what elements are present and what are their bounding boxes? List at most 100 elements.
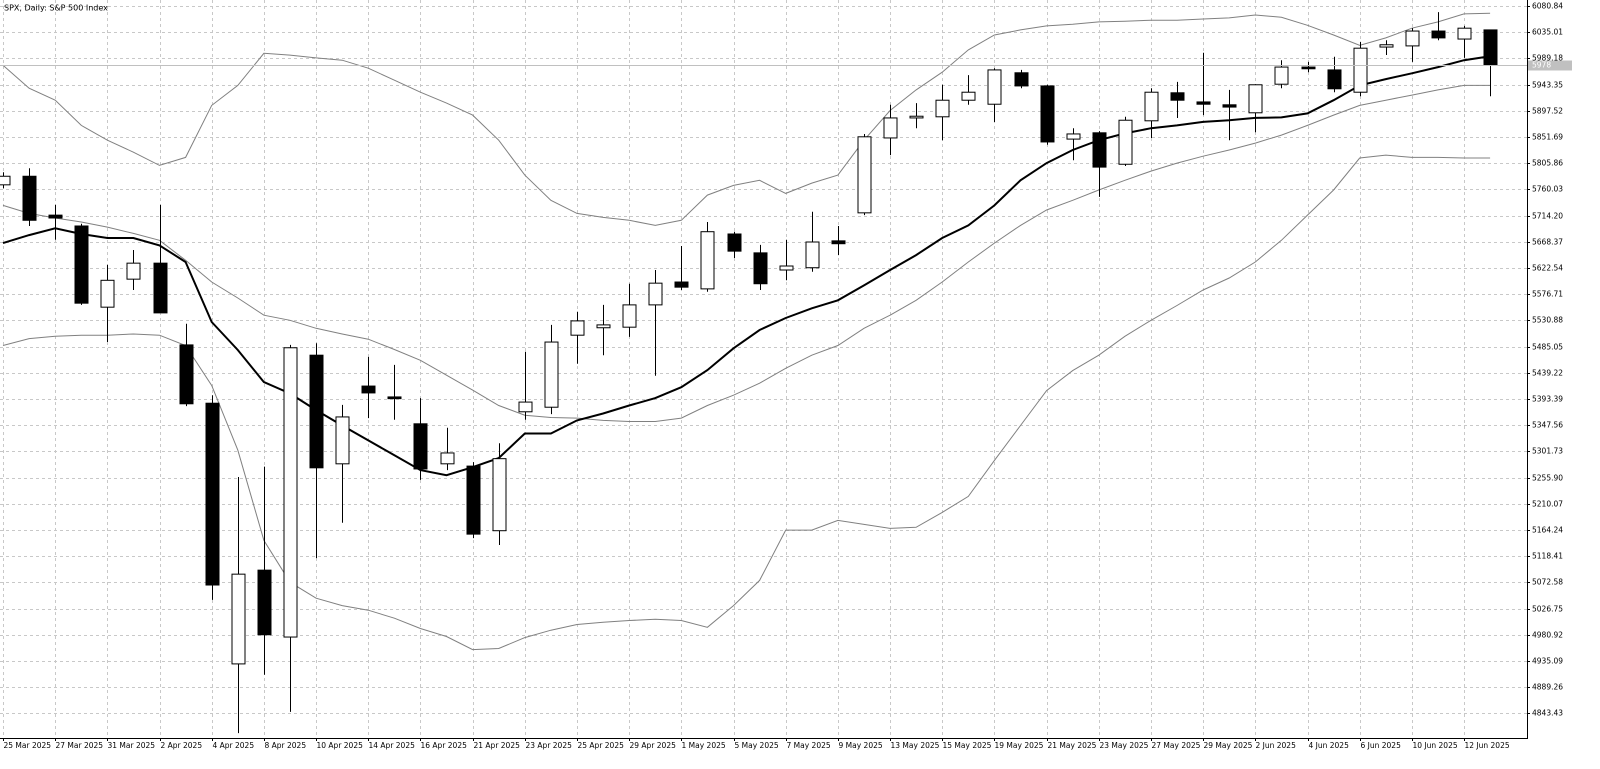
last-price-box [1528, 60, 1572, 71]
candle-body [335, 416, 350, 465]
y-tick-label: 5943.35 [1532, 81, 1563, 90]
candle-body [283, 347, 298, 638]
x-tick-label: 25 Mar 2025 [4, 741, 52, 750]
candle-body [1118, 119, 1133, 165]
candle-body [231, 573, 246, 665]
candle-body [0, 175, 11, 186]
chart-title: SPX, Daily: S&P 500 Index [4, 4, 108, 13]
candle-body [205, 402, 220, 586]
y-tick-label: 5393.39 [1532, 395, 1563, 404]
x-tick-label: 27 May 2025 [1152, 741, 1201, 750]
plot [0, 12, 1527, 734]
candle-body [909, 115, 924, 119]
y-tick-label: 4980.92 [1532, 631, 1563, 640]
candle-body [179, 344, 194, 405]
candle-body [700, 231, 715, 290]
candle-body [440, 452, 455, 465]
y-tick-label: 5026.75 [1532, 605, 1563, 614]
y-tick-label: 5164.24 [1532, 526, 1563, 535]
candle-body [1457, 27, 1472, 40]
x-tick-label: 16 Apr 2025 [421, 741, 468, 750]
y-tick-label: 5805.86 [1532, 159, 1563, 168]
candle-body [1405, 30, 1420, 47]
candle-body [779, 265, 794, 271]
candle-body [153, 262, 168, 314]
y-tick-label: 5668.37 [1532, 238, 1563, 247]
candle-body [805, 241, 820, 269]
y-tick-label: 5760.03 [1532, 185, 1563, 194]
candle-body [1014, 72, 1029, 87]
candle-body [1040, 85, 1055, 143]
candle-body [622, 304, 637, 328]
x-tick-label: 29 Apr 2025 [630, 741, 677, 750]
y-tick-label: 5301.73 [1532, 447, 1563, 456]
candle-body [74, 225, 89, 304]
x-tick-label: 21 Apr 2025 [474, 741, 521, 750]
y-tick-label: 5897.52 [1532, 107, 1563, 116]
candle-body [126, 262, 141, 280]
candle-body [1170, 92, 1185, 101]
x-tick-label: 23 May 2025 [1100, 741, 1149, 750]
y-tick-label: 5851.69 [1532, 133, 1563, 142]
x-tick-label: 2 Jun 2025 [1256, 741, 1297, 750]
x-tick-label: 23 Apr 2025 [526, 741, 573, 750]
x-tick-label: 10 Apr 2025 [317, 741, 364, 750]
candle-body [413, 423, 428, 470]
x-tick-label: 12 Jun 2025 [1465, 741, 1510, 750]
candle-body [518, 401, 533, 413]
candle-body [257, 569, 272, 636]
candle-body [1144, 91, 1159, 122]
x-tick-label: 19 May 2025 [995, 741, 1044, 750]
x-tick-label: 8 Apr 2025 [265, 741, 307, 750]
y-tick-label: 5118.41 [1532, 552, 1563, 561]
y-tick-label: 5714.20 [1532, 212, 1563, 221]
candle-body [831, 240, 846, 245]
candle-body [492, 458, 507, 532]
candle-body [857, 136, 872, 214]
candle-body [1483, 29, 1498, 66]
x-tick-label: 31 Mar 2025 [108, 741, 156, 750]
x-tick-label: 14 Apr 2025 [369, 741, 416, 750]
x-tick-label: 1 May 2025 [682, 741, 726, 750]
y-tick-label: 5989.18 [1532, 54, 1563, 63]
candle-body [544, 341, 559, 408]
y-tick-label: 5576.71 [1532, 290, 1563, 299]
y-tick-label: 5439.22 [1532, 369, 1563, 378]
candle-body [1092, 132, 1107, 168]
candle-body [309, 354, 324, 469]
candle-body [987, 69, 1002, 105]
last-price-label: 5978 [1532, 61, 1551, 70]
y-tick-label: 5347.56 [1532, 421, 1563, 430]
candle-body [753, 252, 768, 285]
x-tick-label: 4 Apr 2025 [213, 741, 255, 750]
candle-body [466, 465, 481, 535]
indicator-line [2, 12, 1491, 226]
candle-body [727, 233, 742, 252]
candle-body [100, 279, 115, 308]
indicator-line [2, 84, 1491, 422]
x-tick-label: 15 May 2025 [943, 741, 992, 750]
candle-body [935, 99, 950, 118]
y-tick-label: 5210.07 [1532, 500, 1563, 509]
candle-body [1248, 84, 1263, 114]
candle-body [1066, 133, 1081, 140]
y-tick-label: 5530.88 [1532, 316, 1563, 325]
candle-body [1431, 30, 1446, 39]
x-tick-label: 29 May 2025 [1204, 741, 1253, 750]
candle-body [1196, 101, 1211, 105]
x-tick-label: 9 May 2025 [839, 741, 883, 750]
y-tick-label: 5622.54 [1532, 264, 1563, 273]
x-tick-label: 10 Jun 2025 [1413, 741, 1458, 750]
candle-body [596, 324, 611, 329]
candle-body [1274, 66, 1289, 85]
candle-body [1222, 104, 1237, 108]
candle-body [1327, 69, 1342, 90]
candle-body [22, 175, 37, 221]
x-tick-label: 21 May 2025 [1048, 741, 1097, 750]
candle-body [48, 214, 63, 219]
candle-body [674, 281, 689, 288]
x-tick-label: 27 Mar 2025 [56, 741, 104, 750]
y-tick-label: 5072.58 [1532, 578, 1563, 587]
